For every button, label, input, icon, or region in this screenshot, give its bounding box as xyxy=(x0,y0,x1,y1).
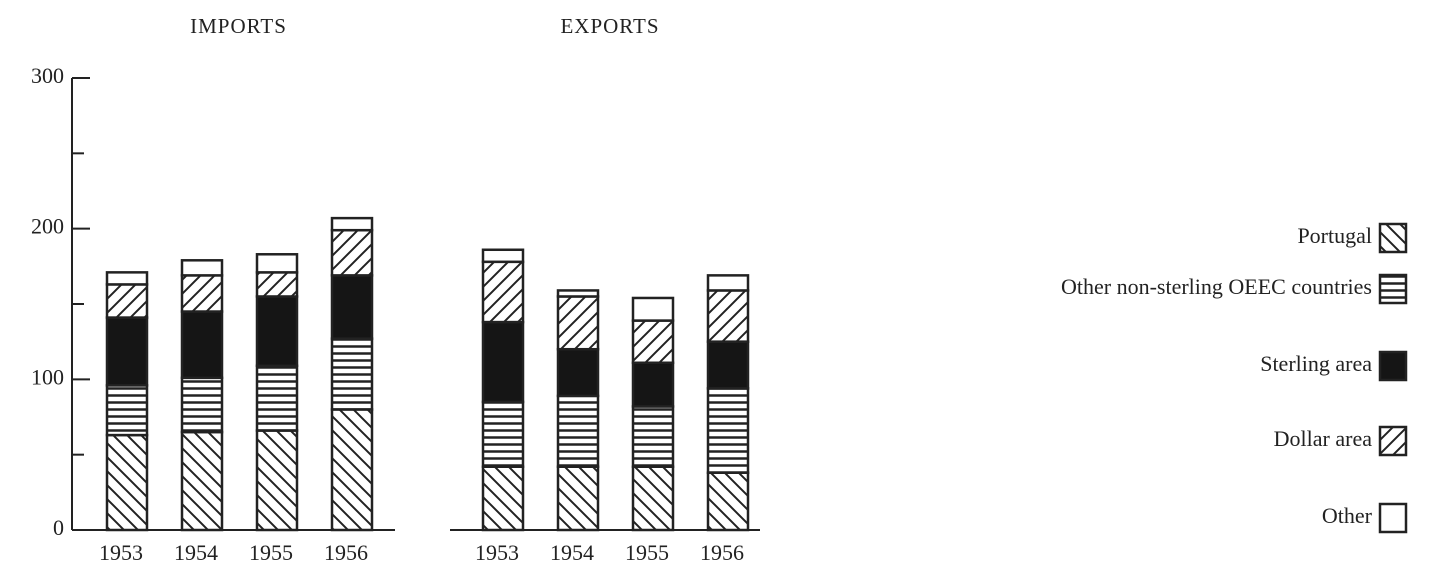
bar-segment xyxy=(706,274,750,292)
bar-segment xyxy=(706,387,750,474)
y-tick-label: 200 xyxy=(31,214,64,239)
x-tick-label: 1953 xyxy=(475,540,519,565)
bar-segment xyxy=(481,248,525,264)
legend-swatch xyxy=(1378,273,1408,305)
bar-segment xyxy=(631,319,675,365)
bar-segment xyxy=(556,394,600,468)
bar-segment xyxy=(180,310,224,380)
bar-segment xyxy=(255,271,299,298)
bar-segment xyxy=(631,296,675,322)
bar-segment xyxy=(255,253,299,274)
x-tick-label: 1955 xyxy=(625,540,669,565)
x-tick-label: 1954 xyxy=(174,540,218,565)
x-tick-label: 1953 xyxy=(99,540,143,565)
bar-segment xyxy=(706,471,750,532)
y-tick-label: 300 xyxy=(31,63,64,88)
bar-segment xyxy=(330,228,374,277)
bar-segment xyxy=(255,429,299,532)
legend-swatch xyxy=(1378,502,1408,534)
bar-segment xyxy=(105,316,149,387)
bar-segment xyxy=(330,216,374,232)
bar-segment xyxy=(330,274,374,340)
bar-segment xyxy=(105,283,149,319)
bar-segment xyxy=(481,400,525,468)
bar-segment xyxy=(481,465,525,532)
bar-segment xyxy=(255,295,299,368)
legend-label: Other xyxy=(1322,503,1373,528)
legend-swatch xyxy=(1378,222,1408,254)
bar-segment xyxy=(180,274,224,313)
bar-segment xyxy=(556,347,600,398)
bar-segment xyxy=(631,465,675,532)
bar-segment xyxy=(180,259,224,277)
bar-segment xyxy=(556,465,600,532)
y-tick-label: 100 xyxy=(31,364,64,389)
x-tick-label: 1956 xyxy=(324,540,368,565)
bar-segment xyxy=(105,271,149,286)
bar-segment xyxy=(556,289,600,298)
bar-segment xyxy=(180,430,224,532)
bar-segment xyxy=(481,260,525,324)
bar-segment xyxy=(481,320,525,404)
legend-label: Portugal xyxy=(1297,223,1372,248)
bar-segment xyxy=(255,364,299,432)
legend-label: Sterling area xyxy=(1260,351,1372,376)
panel-title: IMPORTS xyxy=(190,14,287,38)
bar-segment xyxy=(330,408,374,532)
legend-swatch xyxy=(1378,350,1408,382)
bar-segment xyxy=(330,337,374,411)
bar-segment xyxy=(631,405,675,468)
x-tick-label: 1955 xyxy=(249,540,293,565)
bar-segment xyxy=(706,340,750,390)
x-tick-label: 1956 xyxy=(700,540,744,565)
bar-segment xyxy=(180,376,224,434)
legend-label: Other non-sterling OEEC countries xyxy=(1061,274,1372,299)
bar-segment xyxy=(706,289,750,343)
bar-segment xyxy=(105,433,149,532)
bar-segment xyxy=(631,361,675,408)
bar-segment xyxy=(105,384,149,437)
legend-label: Dollar area xyxy=(1274,426,1373,451)
panel-title: EXPORTS xyxy=(560,14,659,38)
legend-swatch xyxy=(1378,425,1408,457)
bar-segment xyxy=(556,295,600,351)
x-tick-label: 1954 xyxy=(550,540,594,565)
y-tick-label: 0 xyxy=(53,515,64,540)
